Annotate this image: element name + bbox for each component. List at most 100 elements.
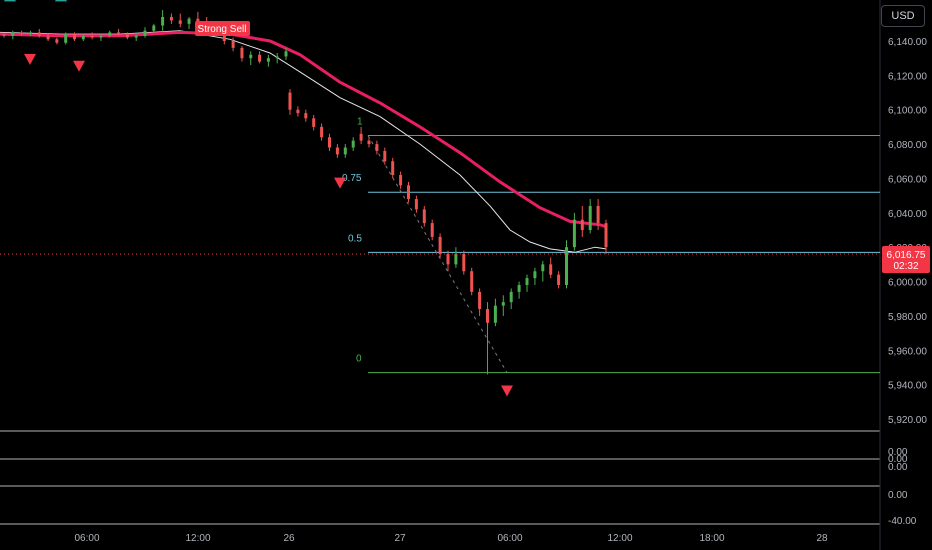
candle-body bbox=[478, 291, 482, 310]
candle-body bbox=[588, 205, 592, 230]
moving-averages bbox=[0, 30, 607, 253]
fib-level-label: 0.75 bbox=[342, 173, 362, 184]
time-tick-label: 12:00 bbox=[185, 533, 210, 544]
indicator-value-label: 0.00 bbox=[888, 447, 908, 458]
last-price-value: 6,016.75 bbox=[887, 250, 926, 261]
time-tick-label: 27 bbox=[394, 533, 406, 544]
candle-body bbox=[249, 54, 253, 59]
candle-body bbox=[509, 291, 513, 303]
candle-body bbox=[549, 264, 553, 275]
price-tick-label: 6,120.00 bbox=[888, 71, 927, 82]
currency-button[interactable]: USD bbox=[881, 5, 925, 27]
candle-body bbox=[343, 147, 347, 155]
candle-body bbox=[196, 18, 200, 23]
candle-body bbox=[55, 39, 59, 43]
candle-body bbox=[399, 175, 403, 186]
price-tick-label: 6,000.00 bbox=[888, 278, 927, 289]
price-tick-label: 5,920.00 bbox=[888, 415, 927, 426]
price-tick-label: 5,980.00 bbox=[888, 312, 927, 323]
candle-body bbox=[275, 56, 279, 59]
last-price-badge bbox=[882, 246, 930, 273]
candle-body bbox=[64, 34, 68, 43]
candle-body bbox=[240, 47, 244, 59]
candle-body bbox=[134, 35, 138, 38]
candle-body bbox=[73, 34, 76, 40]
candlestick-series bbox=[2, 10, 608, 375]
candle-body bbox=[231, 41, 235, 48]
candle-body bbox=[187, 18, 191, 24]
candle-body bbox=[580, 219, 584, 230]
candle-body bbox=[81, 35, 85, 40]
candle-body bbox=[328, 137, 331, 148]
candle-body bbox=[46, 35, 50, 40]
signal-label-bg bbox=[195, 21, 250, 36]
candle-body bbox=[11, 32, 15, 36]
price-tick-label: 6,100.00 bbox=[888, 106, 927, 117]
time-tick-label: 26 bbox=[283, 533, 295, 544]
candle-body bbox=[320, 126, 324, 138]
candle-body bbox=[501, 302, 505, 306]
time-tick-label: 06:00 bbox=[74, 533, 99, 544]
candle-body bbox=[383, 150, 387, 162]
fib-level-label: 0 bbox=[356, 354, 362, 365]
candle-body bbox=[37, 32, 41, 36]
candle-body bbox=[541, 264, 545, 272]
price-tick-label: 5,960.00 bbox=[888, 346, 927, 357]
candle-body bbox=[312, 118, 316, 127]
buy-arrow-icon bbox=[4, 0, 16, 2]
indicator-value-label: 0.00 bbox=[888, 490, 908, 501]
candle-body bbox=[351, 140, 355, 148]
candle-body bbox=[367, 140, 371, 145]
bar-countdown: 02:32 bbox=[893, 261, 918, 272]
candle-body bbox=[99, 35, 103, 38]
fibonacci-retracement[interactable]: 1 0.75 0.5 0 bbox=[342, 117, 880, 374]
candle-body bbox=[493, 305, 497, 323]
candle-body bbox=[161, 16, 165, 26]
price-tick-label: 6,040.00 bbox=[888, 209, 927, 220]
candle-body bbox=[462, 254, 466, 272]
candle-body bbox=[108, 32, 112, 36]
candle-body bbox=[143, 30, 147, 36]
candle-body bbox=[438, 236, 442, 255]
candle-body bbox=[90, 35, 94, 38]
candle-body bbox=[407, 185, 410, 200]
candle-body bbox=[517, 284, 521, 292]
candle-body bbox=[169, 16, 173, 21]
candle-body bbox=[596, 205, 600, 224]
sell-arrow-icon bbox=[73, 60, 85, 72]
candle-body bbox=[117, 32, 121, 35]
candle-body bbox=[565, 247, 568, 285]
time-tick-label: 12:00 bbox=[607, 533, 632, 544]
candle-body bbox=[284, 51, 288, 57]
fast-ma-line bbox=[0, 30, 607, 253]
price-tick-label: 5,940.00 bbox=[888, 381, 927, 392]
candle-body bbox=[288, 92, 292, 110]
indicator-value-label: -40.00 bbox=[888, 516, 917, 527]
candle-body bbox=[604, 223, 608, 248]
candle-body bbox=[359, 133, 363, 141]
price-tick-label: 6,060.00 bbox=[888, 174, 927, 185]
signal-markers bbox=[4, 0, 513, 397]
candle-body bbox=[557, 274, 561, 285]
candle-body bbox=[454, 254, 458, 265]
slow-ma-line bbox=[0, 30, 607, 229]
indicator-value-label: 0.00 bbox=[888, 454, 908, 465]
sell-arrow-icon bbox=[334, 177, 346, 189]
fib-level-label: 1 bbox=[357, 117, 363, 128]
candle-body bbox=[335, 147, 339, 155]
candle-body bbox=[152, 25, 156, 31]
candle-body bbox=[304, 113, 308, 119]
price-tick-label: 6,080.00 bbox=[888, 140, 927, 151]
price-axis[interactable]: 6,140.00 6,120.00 6,100.00 6,080.00 6,060.00… bbox=[888, 37, 927, 527]
buy-arrow-icon bbox=[55, 0, 67, 2]
indicator-pane-separators bbox=[0, 0, 881, 550]
candle-body bbox=[572, 219, 576, 248]
candle-body bbox=[525, 278, 529, 285]
candle-body bbox=[258, 54, 262, 62]
candle-body bbox=[391, 161, 395, 176]
time-axis[interactable]: 06:00 12:00 26 27 06:00 12:00 18:00 28 bbox=[74, 533, 828, 544]
candle-body bbox=[375, 144, 379, 151]
time-tick-label: 28 bbox=[816, 533, 828, 544]
candle-body bbox=[222, 32, 226, 41]
